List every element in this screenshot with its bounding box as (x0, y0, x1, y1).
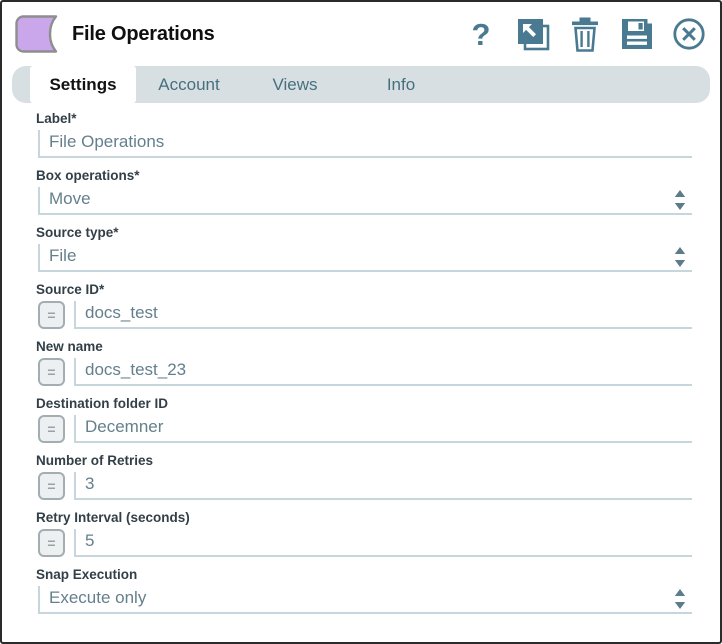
tab-info[interactable]: Info (386, 74, 416, 94)
expression-toggle[interactable]: = (38, 529, 65, 557)
expression-toggle[interactable]: = (38, 301, 65, 329)
dialog-header: File Operations ? (2, 2, 720, 58)
delete-icon[interactable] (566, 15, 604, 53)
expand-icon[interactable] (514, 15, 552, 53)
close-icon[interactable] (670, 15, 708, 53)
select-arrows-icon (674, 247, 686, 267)
field-label: Source type* (36, 225, 119, 240)
expression-toggle[interactable]: = (38, 415, 65, 443)
field-label: Source ID* (36, 282, 105, 297)
field-label: New name (36, 339, 103, 354)
field-number-of-retries: Number of Retries = (36, 453, 720, 500)
field-retry-interval-seconds-: Retry Interval (seconds) = (36, 510, 720, 557)
help-icon[interactable]: ? (462, 15, 500, 53)
snap-execution-select[interactable]: Execute only (38, 586, 692, 614)
retry-interval-seconds--input[interactable] (76, 529, 692, 555)
select-value: File (49, 246, 77, 265)
select-arrows-icon (674, 589, 686, 609)
field-label: Snap Execution (36, 567, 138, 582)
save-icon[interactable] (618, 15, 656, 53)
tab-views[interactable]: Views (272, 74, 318, 94)
select-value: Move (49, 189, 91, 208)
settings-form: Label* Box operations* Move Source type* Fil… (2, 103, 720, 614)
tab-settings[interactable]: Settings (30, 66, 136, 103)
snap-shape-icon (15, 15, 58, 53)
tab-account[interactable]: Account (158, 74, 220, 94)
number-of-retries-input[interactable] (76, 472, 692, 498)
label-input[interactable] (40, 130, 692, 156)
select-value: Execute only (49, 588, 147, 607)
field-new-name: New name = (36, 339, 720, 386)
field-snap-execution: Snap Execution Execute only (36, 567, 720, 614)
field-source-id: Source ID* = (36, 282, 720, 329)
field-label: Number of Retries (36, 453, 154, 468)
source-type-select[interactable]: File (38, 244, 692, 272)
select-arrows-icon (674, 190, 686, 210)
box-operations-select[interactable]: Move (38, 187, 692, 215)
header-toolbar: ? (462, 15, 710, 53)
field-label: Label* (36, 111, 720, 158)
field-source-type: Source type* File (36, 225, 720, 272)
field-label: Label* (36, 111, 77, 126)
new-name-input[interactable] (76, 358, 692, 384)
field-label: Box operations* (36, 168, 140, 183)
field-destination-folder-id: Destination folder ID = (36, 396, 720, 443)
expression-toggle[interactable]: = (38, 472, 65, 500)
field-label: Retry Interval (seconds) (36, 510, 190, 525)
field-box-operations: Box operations* Move (36, 168, 720, 215)
destination-folder-id-input[interactable] (76, 415, 692, 441)
dialog-title: File Operations (72, 22, 215, 45)
source-id-input[interactable] (76, 301, 692, 327)
field-label: Destination folder ID (36, 396, 169, 411)
expression-toggle[interactable]: = (38, 358, 65, 386)
tab-bar: Settings Account Views Info (12, 66, 710, 103)
